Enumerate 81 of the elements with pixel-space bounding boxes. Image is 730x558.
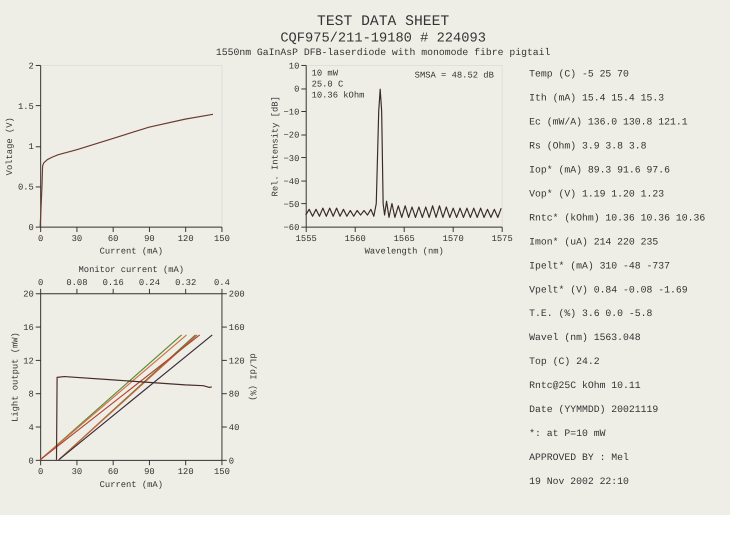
- y-tick-label: 1.5: [18, 102, 34, 112]
- text: Wavel (nm) 1563.048: [529, 332, 641, 344]
- annotation: 10 mW: [312, 68, 339, 79]
- x2-tick-label: 0.24: [138, 278, 160, 288]
- y-tick-label: 1: [28, 142, 34, 152]
- text: Ec (mW/A) 136.0 130.8 121.1: [529, 116, 688, 128]
- x-tick-label: 60: [108, 467, 118, 478]
- x-tick-label: 90: [144, 467, 155, 478]
- y-tick-label: 2: [28, 61, 34, 72]
- text: Rntc@25C kOhm 10.11: [529, 380, 641, 392]
- y-tick-label: 4: [28, 422, 34, 433]
- x2-tick-label: 0.32: [175, 278, 196, 288]
- text: Temp (C) -5 25 70: [529, 68, 630, 80]
- y2-tick-label: 40: [228, 422, 240, 433]
- y-tick-label: 12: [23, 356, 34, 366]
- x-tick-label: 120: [178, 234, 194, 244]
- x-tick-label: 30: [72, 234, 82, 244]
- text: Top (C) 24.2: [529, 356, 600, 368]
- x-tick-label: 30: [72, 467, 82, 478]
- text: Vop* (V) 1.19 1.20 1.23: [529, 188, 664, 200]
- text: Ipelt* (mA) 310 -48 -737: [529, 260, 670, 272]
- x2-tick-label: 0.08: [66, 278, 88, 288]
- x-axis-title: Current (mA): [100, 246, 163, 257]
- annotation: SMSA = 48.52 dB: [414, 70, 494, 81]
- x-tick-label: 1560: [344, 234, 366, 244]
- y-tick-label: 0.5: [18, 182, 34, 193]
- y-tick-label: 20: [23, 290, 34, 300]
- y2-tick-label: 160: [228, 323, 245, 334]
- y2-tick-label: 120: [228, 356, 245, 366]
- y-tick-label: 0: [28, 223, 34, 234]
- text: CQF975/211-19180 # 224093: [280, 31, 486, 46]
- y-tick-label: 8: [28, 390, 34, 400]
- y-tick-label: 0: [28, 456, 34, 466]
- x-tick-label: 0: [38, 234, 44, 244]
- x-tick-label: 1570: [442, 234, 464, 244]
- text: APPROVED BY : Mel: [529, 452, 630, 463]
- annotation: 25.0 C: [312, 80, 344, 90]
- x2-tick-label: 0.16: [102, 278, 124, 288]
- x-tick-label: 90: [144, 234, 155, 244]
- text: Iop* (mA) 89.3 91.6 97.6: [529, 164, 670, 176]
- text: Rntc* (kOhm) 10.36 10.36 10.36: [529, 212, 706, 224]
- text: 1550nm GaInAsP DFB-laserdiode with monomode fibre pigtail: [216, 47, 551, 58]
- y-tick-label: 10: [288, 61, 300, 72]
- text: Date (YYMMDD) 20021119: [529, 404, 658, 416]
- y-axis-title: Light output (mW): [10, 332, 20, 422]
- y-tick-label: −60: [284, 223, 300, 234]
- y-tick-label: −50: [284, 200, 300, 210]
- text: Vpelt* (V) 0.84 -0.08 -1.69: [529, 284, 688, 296]
- text: Imon* (uA) 214 220 235: [529, 236, 658, 248]
- text: TEST DATA SHEET: [317, 14, 450, 30]
- x-tick-label: 150: [214, 467, 230, 478]
- text: Rs (Ohm) 3.9 3.8 3.8: [529, 140, 647, 152]
- y2-axis-title: dL/dI (%): [248, 353, 258, 401]
- x-tick-label: 1565: [394, 234, 415, 244]
- text: *: at P=10 mW: [529, 428, 606, 439]
- x-tick-label: 0: [38, 467, 44, 478]
- x-tick-label: 150: [214, 234, 230, 244]
- y-tick-label: −30: [284, 154, 300, 164]
- y-tick-label: 0: [294, 84, 300, 94]
- y2-tick-label: 200: [228, 290, 245, 300]
- x-tick-label: 1575: [492, 234, 513, 244]
- y-tick-label: 16: [23, 323, 34, 334]
- text: 19 Nov 2002 22:10: [529, 476, 630, 487]
- y-axis-title: Rel. Intensity [dB]: [270, 96, 281, 196]
- x2-tick-label: 0: [38, 278, 44, 288]
- annotation: 10.36 kOhm: [312, 90, 364, 100]
- y-tick-label: −40: [284, 176, 300, 187]
- y-tick-label: −10: [284, 108, 300, 118]
- x2-axis-title: Monitor current (mA): [78, 265, 184, 276]
- x-tick-label: 120: [178, 467, 194, 478]
- y2-tick-label: 80: [228, 390, 240, 400]
- x-tick-label: 1555: [296, 234, 317, 244]
- x-axis-title: Current (mA): [100, 480, 163, 490]
- x-axis-title: Wavelength (nm): [364, 246, 444, 257]
- y2-tick-label: 0: [228, 456, 234, 466]
- y-axis-title: Voltage (V): [5, 117, 16, 176]
- x-tick-label: 60: [108, 234, 118, 244]
- text: T.E. (%) 3.6 0.0 -5.8: [529, 308, 653, 320]
- text: Ith (mA) 15.4 15.4 15.3: [529, 92, 664, 104]
- y-tick-label: −20: [284, 130, 300, 141]
- x2-tick-label: 0.4: [214, 278, 230, 288]
